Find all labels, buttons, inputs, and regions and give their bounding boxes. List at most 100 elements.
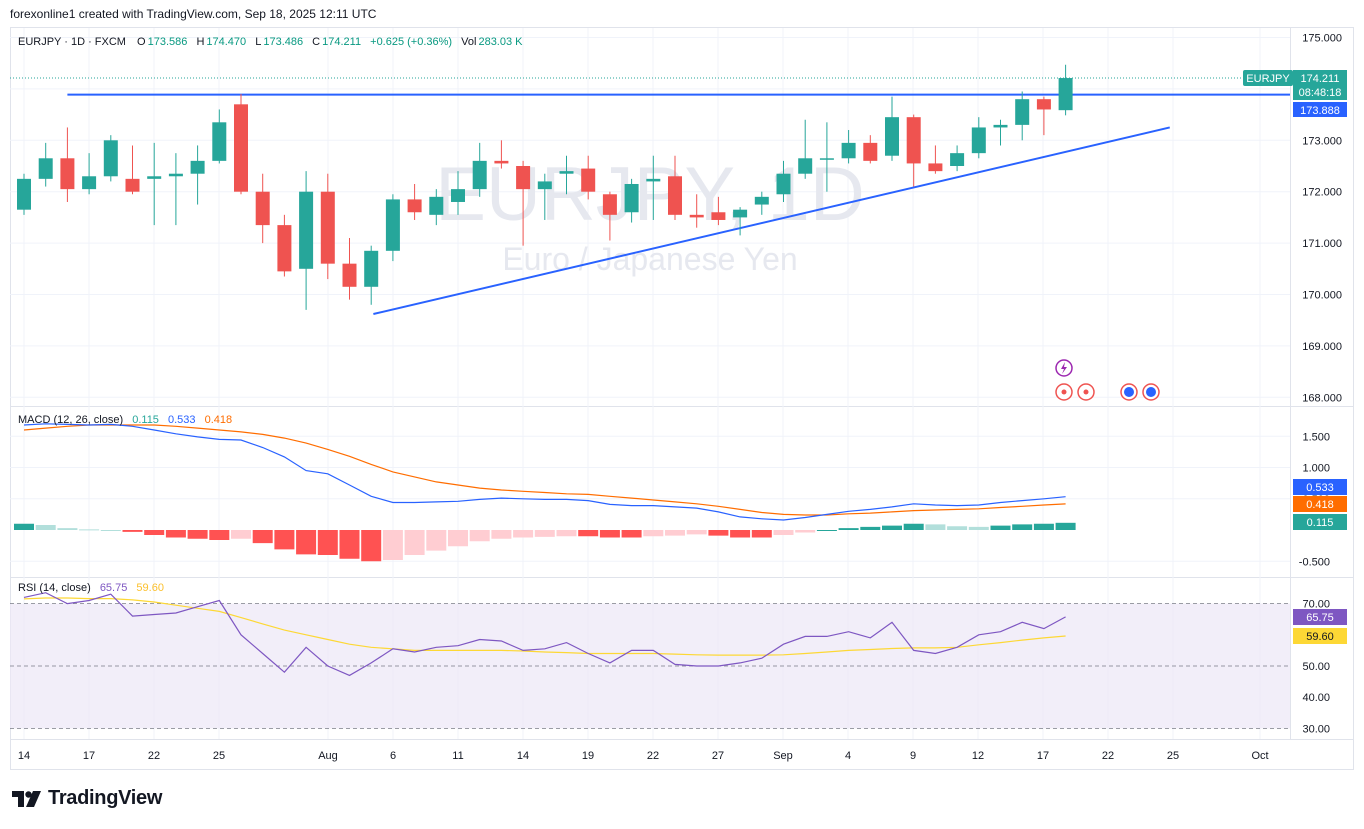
candle-body [168,173,183,177]
watermark-subtitle: Euro / Japanese Yen [502,241,797,277]
macd-hist-bar [231,530,251,539]
close-label: C [312,36,321,48]
event-markers[interactable] [1055,359,1160,401]
chart-frame[interactable] [10,27,1354,770]
macd-hist-bar [448,530,468,547]
candle-body [38,158,53,179]
y-tick-label: 173.000 [1302,135,1342,147]
macd-hist-bar [165,530,186,538]
high-label: H [196,36,205,48]
symbol-tag [1243,70,1293,86]
rsi-tick-label: 30.00 [1302,723,1330,735]
macd-hist-bar [469,530,490,542]
macd-line-value: 0.533 [168,414,196,426]
x-tick-label: 17 [1037,750,1049,762]
macd-signal-value: 0.418 [204,414,233,426]
change-value: +0.625 (+0.36%) [370,36,453,48]
macd-hist-bar [990,525,1011,530]
candle-body [689,214,704,218]
macd-hist-bar [14,523,34,530]
candle-body [885,117,899,156]
rsi-ma-value-tag [1293,628,1347,644]
price-pane [10,64,1290,316]
candle-body [364,250,379,287]
watermark-title: EURJPY, 1D [435,152,864,237]
candle-body [624,183,639,213]
lightning-bolt [1061,362,1067,374]
candle-body [277,225,292,272]
volume-value: 283.03 K [478,36,523,48]
candle-body [516,166,531,190]
macd-value-tag [1293,514,1347,530]
rsi-line [23,592,1066,677]
candle-body [82,176,97,190]
macd-hist-bar [621,530,642,538]
macd-line [23,423,1066,521]
candle-body [950,153,965,166]
candle-body [60,158,75,190]
candle-body [299,191,314,269]
low-value: 173.486 [263,36,304,48]
volume-label: Vol [461,36,477,48]
candle-body [1058,78,1073,111]
tradingview-logo[interactable]: TradingView [12,787,162,810]
y-tick-label: 168.000 [1302,392,1342,404]
candle-body [472,160,487,190]
candle-body [754,196,769,205]
macd-hist-bar [556,530,577,537]
macd-hist-bar [925,524,946,530]
x-tick-label: 4 [845,750,851,762]
macd-hist-bar [187,530,208,539]
candle-body [255,191,270,226]
rsi-value-tag-label: 65.75 [1306,612,1334,624]
candle-body [103,140,118,177]
macd-hist-bar [404,530,425,555]
macd-hist-bar [122,530,143,532]
macd-hist-bar [643,530,664,537]
macd-hist-bar [816,530,837,531]
macd-hist-bar [57,528,78,530]
x-tick-label: 25 [1167,750,1179,762]
macd-hist-bar [903,523,924,530]
candle-body [407,199,422,213]
candle-body [1015,99,1030,125]
tradingview-wordmark: TradingView [48,787,163,809]
level-tag [1293,102,1347,117]
macd-hist-bar [968,526,989,530]
x-tick-label: Oct [1251,750,1268,762]
candle-body [537,181,552,190]
watermark: EURJPY, 1D Euro / Japanese Yen [435,152,864,277]
x-tick-label: Aug [318,750,338,762]
candle-body [863,142,878,161]
rsi-legend[interactable]: RSI (14, close) 65.75 59.60 [18,582,166,594]
macd-legend[interactable]: MACD (12, 26, close) 0.115 0.533 0.418 [18,414,234,426]
x-tick-label: 27 [712,750,724,762]
x-tick-label: 22 [1102,750,1114,762]
macd-hist-bar [599,530,620,538]
countdown-value: 08:48:18 [1299,87,1342,99]
macd-value-tag [1293,479,1347,495]
x-tick-label: 22 [148,750,160,762]
candle-body [602,194,617,215]
level-tag-value: 173.888 [1300,105,1340,117]
trendline [373,126,1170,316]
open-value: 173.586 [147,36,188,48]
symbol-tag-label: EURJPY [1246,73,1290,85]
x-tick-label: 11 [452,750,463,762]
chart-caption: forexonline1 created with TradingView.co… [10,7,377,21]
macd-hist-bar [252,530,273,544]
candle-body [993,124,1008,128]
macd-value-tag-label: 0.115 [1307,517,1334,529]
candle-body [776,173,791,195]
macd-hist-bar [339,530,360,559]
x-tick-label: 22 [647,750,659,762]
candle-body [17,178,31,210]
macd-tick-label: -0.500 [1299,556,1330,568]
candle-body [971,127,986,154]
open-label: O [137,36,146,48]
macd-hist-bar [426,530,447,551]
symbol-legend[interactable]: EURJPY · 1D · FXCM O 173.586 H 174.470 L 17… [18,36,525,48]
macd-hist-bar [773,530,794,535]
macd-hist-bar [795,530,816,533]
